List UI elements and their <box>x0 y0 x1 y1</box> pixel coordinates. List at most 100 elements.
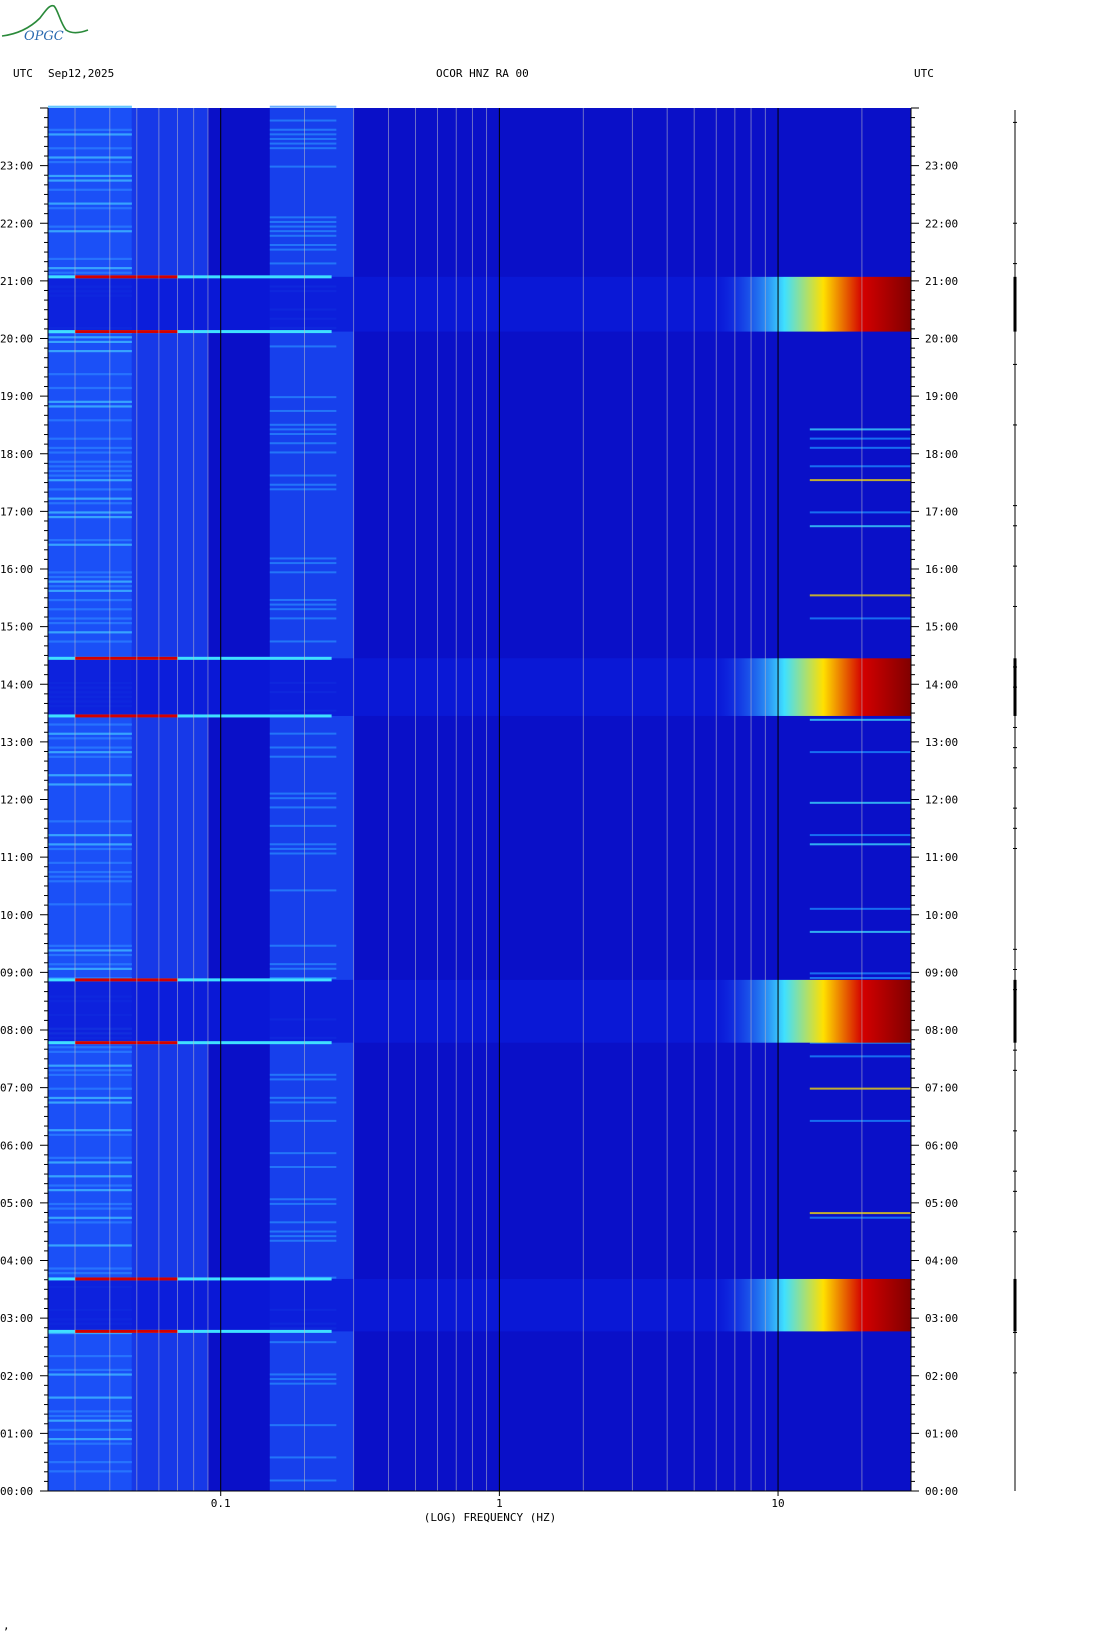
noise-stripe <box>269 488 337 491</box>
event-edge-red <box>75 1329 178 1333</box>
time-label-right: 06:00 <box>925 1139 958 1152</box>
noise-stripe <box>269 976 337 979</box>
noise-stripe <box>269 944 337 947</box>
noise-stripe <box>48 631 132 634</box>
noise-stripe <box>48 1064 132 1067</box>
frequency-tick-label: 1 <box>496 1497 503 1510</box>
noise-stripe <box>48 1414 132 1418</box>
noise-stripe <box>48 225 132 228</box>
event-edge-line <box>48 1041 332 1045</box>
noise-stripe <box>48 1189 132 1192</box>
hf-noise-stripe <box>809 617 911 620</box>
hf-noise-stripe <box>809 1216 911 1219</box>
noise-stripe <box>48 1046 132 1049</box>
hf-noise-stripe <box>809 446 911 449</box>
event-edge-line <box>48 978 332 982</box>
noise-stripe <box>269 1165 337 1168</box>
frequency-ticks: 0.1 1 10 <box>211 1491 785 1510</box>
noise-stripe <box>48 156 132 159</box>
noise-stripe <box>48 1202 132 1206</box>
noise-stripe <box>48 147 132 150</box>
header-left-timezone: UTC <box>13 67 33 80</box>
noise-stripe <box>48 465 132 468</box>
hf-noise-stripe <box>809 1087 911 1090</box>
trace-burst <box>1013 276 1017 332</box>
noise-stripe <box>48 1368 132 1372</box>
time-label-left: 06:00 <box>0 1139 33 1152</box>
noise-stripe <box>269 1119 337 1122</box>
time-label-left: 18:00 <box>0 448 33 461</box>
noise-stripe <box>269 1456 337 1459</box>
microseism-band <box>269 108 354 1491</box>
noise-stripe <box>48 202 132 205</box>
time-label-left: 23:00 <box>0 160 33 173</box>
noise-stripe <box>48 944 132 947</box>
noise-stripe <box>269 608 337 611</box>
time-label-right: 22:00 <box>925 217 958 230</box>
noise-stripe <box>269 105 337 108</box>
noise-stripe <box>48 539 132 542</box>
noise-stripe <box>269 1239 337 1242</box>
noise-stripe <box>269 433 337 436</box>
noise-stripe <box>48 963 132 966</box>
hf-noise-stripe <box>809 718 911 721</box>
time-label-right: 05:00 <box>925 1197 958 1210</box>
noise-stripe <box>48 1073 132 1076</box>
noise-stripe <box>48 469 132 473</box>
noise-stripe <box>48 903 132 906</box>
noise-stripe <box>48 1244 132 1247</box>
noise-stripe <box>269 133 337 136</box>
noise-stripe <box>48 843 132 846</box>
noise-stripe <box>48 617 132 620</box>
noise-stripe <box>48 1442 132 1445</box>
time-label-right: 21:00 <box>925 275 958 288</box>
noise-stripe <box>269 746 337 749</box>
hf-noise-stripe <box>809 1119 911 1122</box>
noise-stripe <box>269 409 337 412</box>
time-label-right: 19:00 <box>925 390 958 403</box>
noise-stripe <box>269 1424 337 1427</box>
hf-noise-stripe <box>809 525 911 528</box>
noise-stripe <box>48 1437 132 1441</box>
event-edge-red <box>75 330 178 334</box>
noise-stripe <box>269 483 337 486</box>
noise-stripe <box>48 834 132 837</box>
event-edge-line <box>48 656 332 660</box>
noise-stripe <box>269 442 337 445</box>
logo-mountain-icon <box>1 4 89 37</box>
noise-stripe <box>48 820 132 823</box>
noise-stripe <box>48 511 132 514</box>
header-station: OCOR HNZ RA 00 <box>436 67 529 80</box>
noise-stripe <box>48 405 132 408</box>
header-date: Sep12,2025 <box>48 67 115 80</box>
time-label-left: 22:00 <box>0 217 33 230</box>
noise-stripe <box>48 774 132 777</box>
time-label-left: 16:00 <box>0 563 33 576</box>
noise-stripe <box>48 1175 132 1178</box>
noise-stripe <box>269 1479 337 1482</box>
opgc-logo: OPGC <box>1 4 89 44</box>
event-hf-energy <box>716 276 911 332</box>
noise-stripe <box>48 1355 132 1358</box>
noise-stripe <box>269 562 337 565</box>
event-edge-line <box>48 275 332 279</box>
event-edge-line <box>48 330 332 334</box>
noise-stripe <box>48 161 132 164</box>
hf-noise-stripe <box>809 972 911 975</box>
noise-stripe <box>269 792 337 795</box>
time-ticks: 00:00 00:00 01:00 01:00 02:00 02:00 03:00 03:00… <box>0 107 958 1498</box>
time-label-right: 17:00 <box>925 505 958 518</box>
noise-stripe <box>48 580 132 583</box>
noise-stripe <box>48 1050 132 1053</box>
noise-stripe <box>269 119 337 122</box>
noise-stripe <box>269 1341 337 1344</box>
hf-noise-stripe <box>809 479 911 482</box>
hf-noise-stripe <box>809 976 911 979</box>
noise-stripe <box>269 797 337 800</box>
noise-stripe <box>48 451 132 454</box>
noise-stripe <box>269 755 337 758</box>
time-label-left: 20:00 <box>0 333 33 346</box>
noise-stripe <box>269 396 337 399</box>
noise-stripe <box>48 1410 132 1413</box>
noise-stripe <box>269 1382 337 1385</box>
